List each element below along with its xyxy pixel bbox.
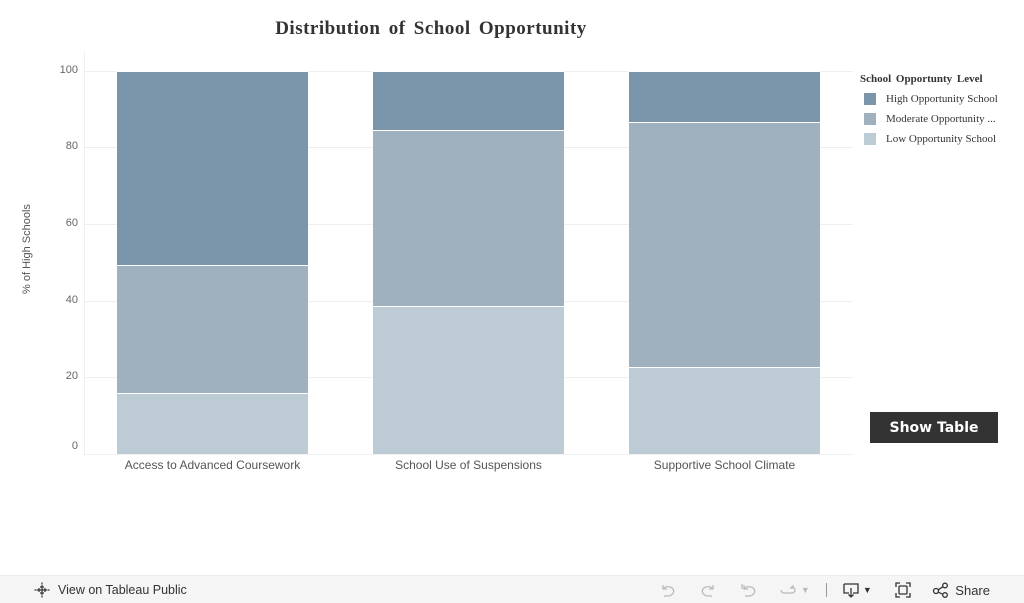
bar-segment[interactable] xyxy=(373,129,564,307)
y-tick-label: 20 xyxy=(65,370,78,383)
legend-swatch-moderate xyxy=(864,113,876,125)
chart-title: Distribution of School Opportunity xyxy=(275,18,587,39)
bar-segment[interactable] xyxy=(629,121,820,367)
bar-segment[interactable] xyxy=(373,306,564,454)
y-tick-label: 100 xyxy=(59,63,78,76)
legend-swatch-high xyxy=(864,93,876,105)
legend-label: Low Opportunity School xyxy=(886,133,996,145)
legend-title: School Opportunty Level xyxy=(860,73,983,85)
plot-area xyxy=(84,52,853,455)
x-tick-label: Access to Advanced Coursework xyxy=(124,458,301,472)
bar-segment[interactable] xyxy=(117,393,308,454)
legend-item-moderate[interactable]: Moderate Opportunity ... xyxy=(860,109,1024,129)
revert-icon[interactable] xyxy=(738,580,758,600)
legend-label: High Opportunity School xyxy=(886,93,998,105)
pause-dropdown-icon[interactable]: ▼ xyxy=(800,585,810,595)
legend-item-low[interactable]: Low Opportunity School xyxy=(860,129,1024,149)
show-table-button[interactable]: Show Table xyxy=(870,412,998,443)
y-axis-label: % of High Schools xyxy=(21,204,33,294)
legend-item-high[interactable]: High Opportunity School xyxy=(860,89,1024,109)
bar-segment[interactable] xyxy=(117,70,308,266)
bar-segment[interactable] xyxy=(629,70,820,122)
undo-icon[interactable] xyxy=(658,580,678,600)
bar-segment[interactable] xyxy=(117,265,308,394)
bar-stack[interactable] xyxy=(373,70,564,454)
view-on-tableau-public-label: View on Tableau Public xyxy=(58,583,187,597)
fullscreen-icon[interactable] xyxy=(893,580,913,600)
tableau-logo-icon xyxy=(32,580,52,600)
redo-icon[interactable] xyxy=(698,580,718,600)
share-icon[interactable] xyxy=(931,580,951,600)
x-axis-line xyxy=(84,454,853,455)
x-tick-label: Supportive School Climate xyxy=(653,458,796,472)
bar-segment[interactable] xyxy=(629,366,820,454)
bar-stack[interactable] xyxy=(117,70,308,454)
y-axis-line xyxy=(84,52,85,456)
bar-stack[interactable] xyxy=(629,70,820,454)
view-on-tableau-public-link[interactable]: View on Tableau Public xyxy=(32,580,187,600)
x-tick-label: School Use of Suspensions xyxy=(395,458,542,472)
refresh-icon[interactable] xyxy=(778,580,798,600)
legend-swatch-low xyxy=(864,133,876,145)
y-tick-label: 60 xyxy=(65,216,78,229)
toolbar-actions: ▼ ▼ Share xyxy=(658,580,990,600)
y-tick-label: 40 xyxy=(65,293,78,306)
toolbar-separator xyxy=(826,583,828,597)
download-dropdown-icon[interactable]: ▼ xyxy=(862,585,872,595)
legend: School Opportunty Level High Opportunity… xyxy=(860,73,1024,149)
tableau-toolbar: View on Tableau Public ▼ ▼ Share xyxy=(0,575,1024,603)
y-tick-label: 80 xyxy=(65,140,78,153)
y-tick-label: 0 xyxy=(71,440,78,452)
download-icon[interactable] xyxy=(841,580,861,600)
share-button[interactable]: Share xyxy=(955,582,990,598)
legend-label: Moderate Opportunity ... xyxy=(886,113,996,125)
bar-segment[interactable] xyxy=(373,70,564,130)
